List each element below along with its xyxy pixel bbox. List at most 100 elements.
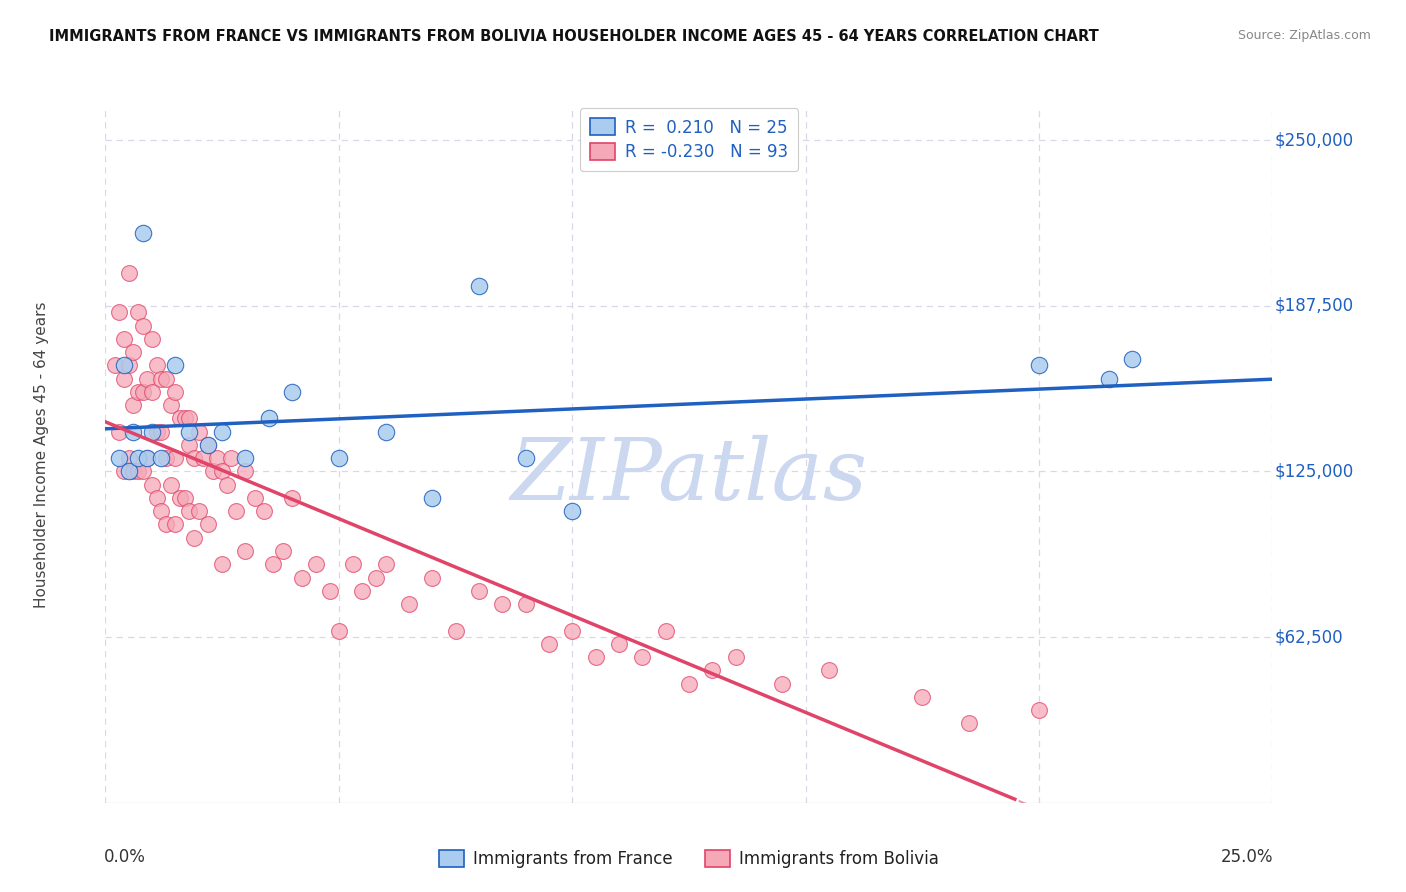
Point <box>122 345 145 359</box>
Text: $250,000: $250,000 <box>1275 131 1354 149</box>
Point <box>127 465 149 479</box>
Point <box>132 226 155 240</box>
Point <box>352 583 374 598</box>
Point <box>127 384 149 399</box>
Point <box>561 624 583 638</box>
Point <box>141 425 163 439</box>
Point <box>187 425 209 439</box>
Point <box>290 570 312 584</box>
Point <box>263 558 285 572</box>
Point <box>724 650 747 665</box>
Point <box>141 384 163 399</box>
Point <box>561 504 583 518</box>
Point <box>104 359 127 373</box>
Point <box>183 451 205 466</box>
Point <box>165 451 187 466</box>
Point <box>155 372 177 386</box>
Point <box>235 451 257 466</box>
Point <box>155 451 177 466</box>
Point <box>444 624 467 638</box>
Point <box>515 597 537 611</box>
Point <box>197 438 219 452</box>
Point <box>631 650 654 665</box>
Point <box>122 465 145 479</box>
Point <box>146 425 169 439</box>
Point <box>420 570 443 584</box>
Point <box>132 384 155 399</box>
Point <box>132 318 155 333</box>
Point <box>179 425 201 439</box>
Point <box>818 663 841 677</box>
Point <box>118 451 141 466</box>
Point <box>112 372 135 386</box>
Point <box>183 531 205 545</box>
Point <box>911 690 934 704</box>
Point <box>159 398 181 412</box>
Point <box>607 637 630 651</box>
Point <box>169 491 191 505</box>
Point <box>207 451 229 466</box>
Point <box>112 332 135 346</box>
Point <box>468 583 491 598</box>
Point <box>112 465 135 479</box>
Point <box>215 477 238 491</box>
Point <box>211 558 233 572</box>
Point <box>1028 359 1050 373</box>
Point <box>398 597 420 611</box>
Point <box>211 425 233 439</box>
Point <box>150 504 173 518</box>
Point <box>150 425 173 439</box>
Point <box>136 451 159 466</box>
Point <box>374 558 396 572</box>
Point <box>257 411 280 425</box>
Point <box>678 676 700 690</box>
Point <box>197 517 219 532</box>
Text: $125,000: $125,000 <box>1275 462 1354 481</box>
Point <box>201 465 224 479</box>
Point <box>374 425 396 439</box>
Point <box>957 716 980 731</box>
Point <box>537 637 560 651</box>
Text: 25.0%: 25.0% <box>1220 848 1274 866</box>
Point <box>108 305 131 319</box>
Point <box>179 438 201 452</box>
Point <box>118 266 141 280</box>
Point <box>159 477 181 491</box>
Point <box>702 663 724 677</box>
Point <box>328 451 350 466</box>
Point <box>173 491 195 505</box>
Text: $62,500: $62,500 <box>1275 628 1343 646</box>
Point <box>304 558 326 572</box>
Point <box>211 465 233 479</box>
Point <box>132 465 155 479</box>
Point <box>150 372 173 386</box>
Point <box>136 372 159 386</box>
Point <box>654 624 676 638</box>
Point <box>179 504 201 518</box>
Point <box>281 384 304 399</box>
Text: Householder Income Ages 45 - 64 years: Householder Income Ages 45 - 64 years <box>34 301 49 608</box>
Point <box>118 359 141 373</box>
Point <box>187 504 209 518</box>
Point <box>155 517 177 532</box>
Point <box>193 451 215 466</box>
Point <box>141 332 163 346</box>
Point <box>243 491 266 505</box>
Text: 0.0%: 0.0% <box>104 848 146 866</box>
Point <box>169 411 191 425</box>
Point <box>150 451 173 466</box>
Point <box>318 583 340 598</box>
Point <box>342 558 364 572</box>
Point <box>127 305 149 319</box>
Point <box>173 411 195 425</box>
Point <box>468 279 491 293</box>
Point <box>122 425 145 439</box>
Point <box>225 504 247 518</box>
Point <box>197 438 219 452</box>
Point <box>328 624 350 638</box>
Point <box>1028 703 1050 717</box>
Point <box>165 384 187 399</box>
Text: ZIPatlas: ZIPatlas <box>510 434 868 517</box>
Point <box>281 491 304 505</box>
Point <box>420 491 443 505</box>
